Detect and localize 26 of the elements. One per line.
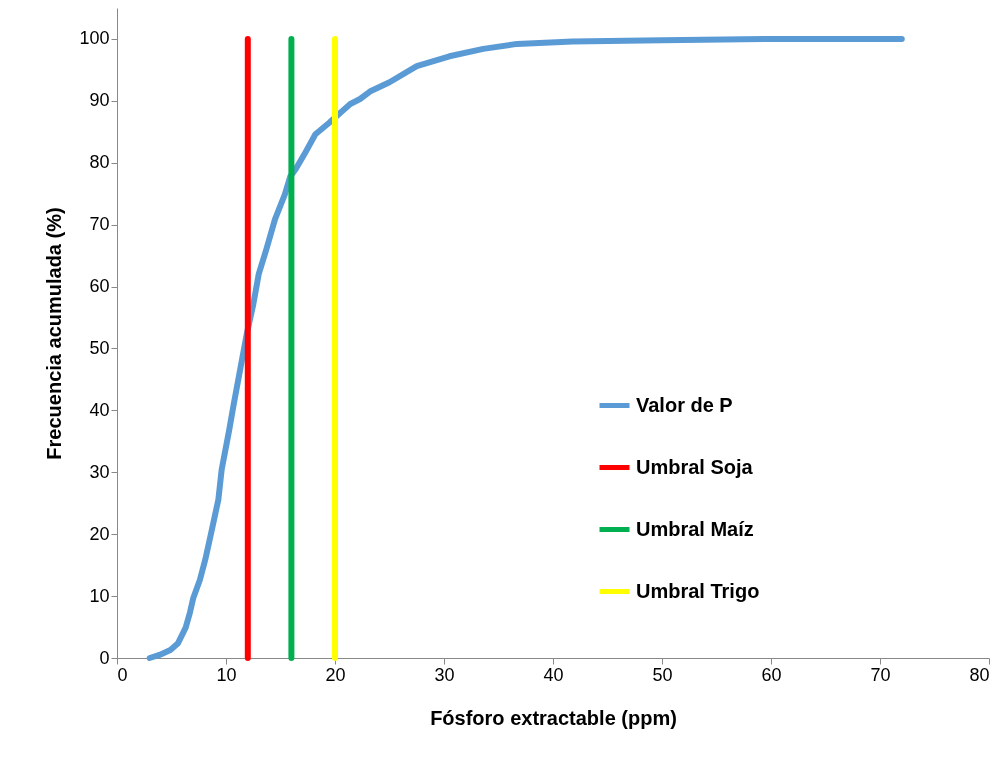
- y-tick-label: 100: [79, 28, 110, 49]
- x-tick-label: 0: [117, 664, 128, 685]
- x-tick-label: 50: [652, 664, 673, 685]
- y-tick-label: 60: [89, 276, 110, 297]
- legend-label: Umbral Trigo: [636, 579, 760, 602]
- y-tick-label: 0: [99, 647, 110, 668]
- x-tick-label: 20: [325, 664, 346, 685]
- y-tick-label: 70: [89, 214, 110, 235]
- y-tick-label: 80: [89, 152, 110, 173]
- x-axis-title: Fósforo extractable (ppm): [430, 706, 677, 729]
- x-tick-label: 40: [543, 664, 564, 685]
- x-tick-label: 70: [870, 664, 891, 685]
- y-tick-label: 30: [89, 461, 110, 482]
- y-axis-title: Frecuencia acumulada (%): [43, 207, 66, 460]
- y-tick-label: 40: [89, 399, 110, 420]
- legend-label: Valor de P: [636, 393, 733, 416]
- x-tick-label: 80: [969, 664, 990, 685]
- x-tick-label: 10: [216, 664, 237, 685]
- y-tick-label: 20: [89, 523, 110, 544]
- y-tick-label: 50: [89, 337, 110, 358]
- y-tick-label: 10: [89, 585, 110, 606]
- legend-label: Umbral Maíz: [636, 517, 754, 540]
- x-tick-label: 60: [761, 664, 782, 685]
- y-tick-label: 90: [89, 90, 110, 111]
- legend-label: Umbral Soja: [636, 455, 754, 478]
- x-tick-label: 30: [434, 664, 455, 685]
